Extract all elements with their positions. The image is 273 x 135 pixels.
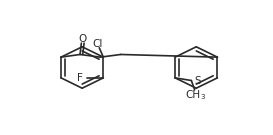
Text: O: O [79,34,87,44]
Text: F: F [77,73,83,83]
Text: 3: 3 [200,94,204,100]
Text: Cl: Cl [93,39,103,49]
Text: CH: CH [186,90,201,100]
Text: S: S [195,75,201,86]
